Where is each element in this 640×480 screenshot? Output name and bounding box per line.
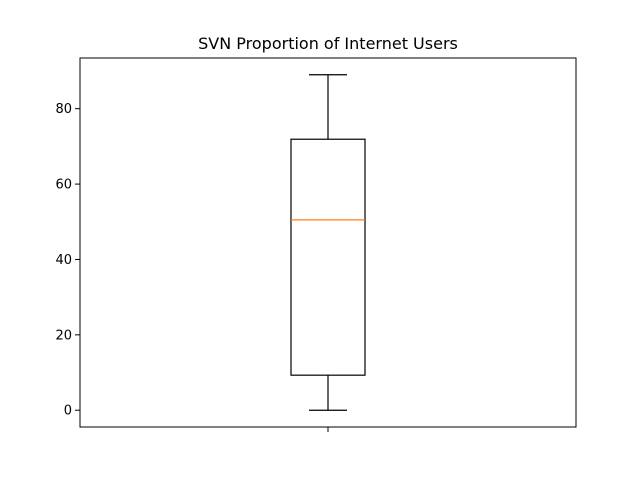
boxes	[290, 74, 366, 411]
y-tick-label: 20	[55, 328, 72, 343]
y-axis: 0 20 40 60 80	[55, 102, 80, 419]
y-tick-label: 40	[55, 253, 72, 268]
chart-title: SVN Proportion of Internet Users	[198, 34, 458, 53]
y-tick-label: 0	[64, 404, 72, 419]
box	[290, 138, 366, 376]
y-tick-label: 60	[55, 178, 72, 193]
y-tick-label: 80	[55, 102, 72, 117]
